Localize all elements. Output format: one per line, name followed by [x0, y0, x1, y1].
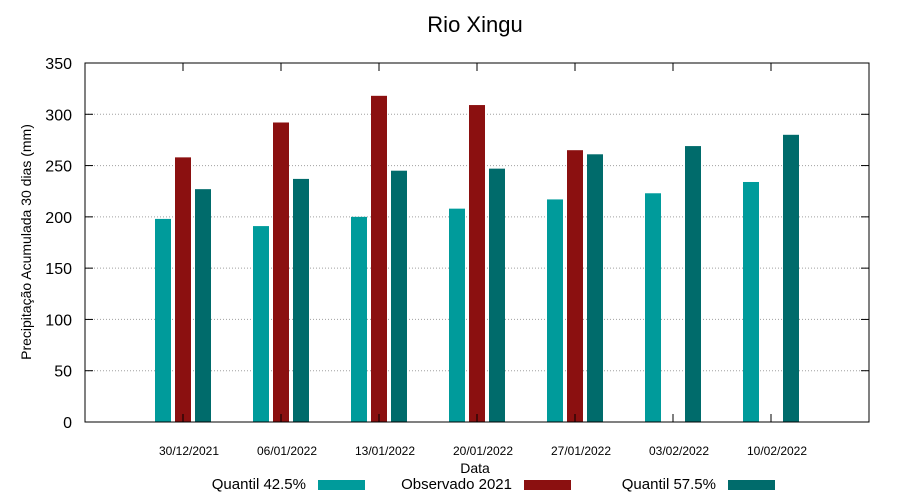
y-tick-label: 300	[45, 107, 72, 124]
legend-label: Quantil 42.5%	[212, 476, 306, 493]
bar	[743, 181, 759, 422]
x-ticks: 30/12/2021 06/01/2022 13/01/2022 20/01/2022…	[159, 63, 807, 458]
bar	[391, 170, 407, 422]
bar	[645, 193, 661, 422]
y-ticks: 0 50 100 150 200 250 300 350	[45, 56, 869, 432]
bar	[175, 157, 191, 422]
bar	[449, 208, 465, 422]
y-tick-label: 350	[45, 56, 72, 73]
y-tick-label: 150	[45, 261, 72, 278]
x-tick-label: 13/01/2022	[355, 444, 415, 458]
y-tick-label: 250	[45, 159, 72, 176]
bar	[155, 218, 171, 422]
x-tick-label: 27/01/2022	[551, 444, 611, 458]
chart-title: Rio Xingu	[427, 12, 522, 37]
x-tick-label: 03/02/2022	[649, 444, 709, 458]
bar	[253, 226, 269, 422]
y-axis-label: Precipitação Acumulada 30 dias (mm)	[18, 124, 34, 360]
x-tick-label: 30/12/2021	[159, 444, 219, 458]
bar	[489, 168, 505, 422]
x-axis-label: Data	[460, 460, 490, 476]
legend-swatch	[728, 480, 775, 490]
bar	[351, 216, 367, 422]
y-tick-label: 0	[63, 415, 72, 432]
bar	[685, 146, 701, 422]
legend: Quantil 42.5% Observado 2021 Quantil 57.5%	[212, 476, 775, 493]
bar	[587, 154, 603, 422]
bar	[547, 199, 563, 422]
x-tick-label: 10/02/2022	[747, 444, 807, 458]
y-tick-label: 100	[45, 312, 72, 329]
legend-label: Observado 2021	[401, 476, 512, 493]
bars-layer	[155, 95, 799, 423]
y-tick-label: 50	[54, 364, 72, 381]
bar	[195, 189, 211, 422]
bar	[783, 134, 799, 423]
legend-swatch	[524, 480, 571, 490]
bar	[567, 150, 583, 422]
x-tick-label: 06/01/2022	[257, 444, 317, 458]
x-tick-label: 20/01/2022	[453, 444, 513, 458]
bar	[469, 105, 485, 422]
bar	[293, 178, 309, 422]
bar	[273, 122, 289, 423]
legend-label: Quantil 57.5%	[622, 476, 716, 493]
y-tick-label: 200	[45, 210, 72, 227]
legend-swatch	[318, 480, 365, 490]
bar	[371, 95, 387, 422]
